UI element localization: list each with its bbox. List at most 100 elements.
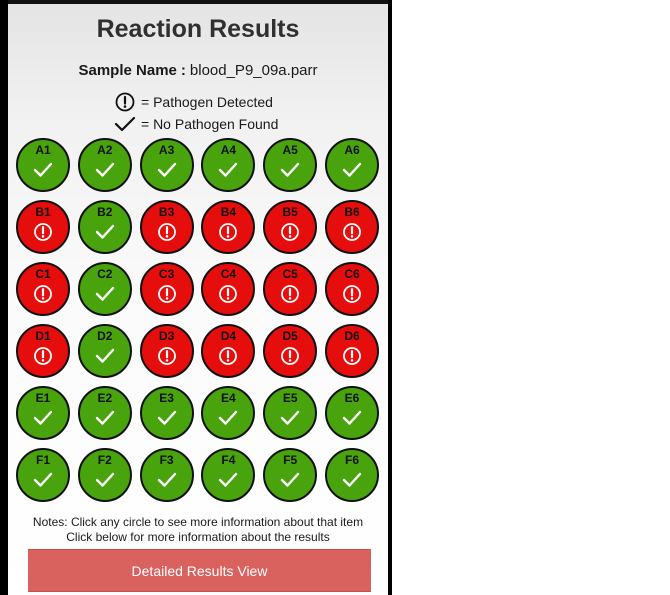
- well-f3[interactable]: F3: [139, 448, 194, 502]
- alert-circle-icon: [219, 223, 238, 241]
- legend-clear-row: = No Pathogen Found: [113, 114, 278, 134]
- detailed-results-button[interactable]: Detailed Results View: [28, 549, 371, 592]
- well-label: A2: [97, 143, 113, 157]
- alert-circle-icon: [343, 347, 361, 365]
- legend-pathogen-text: = Pathogen Detected: [141, 94, 273, 110]
- well-label: E5: [282, 391, 298, 405]
- well-a3[interactable]: A3: [139, 138, 194, 192]
- well-c4[interactable]: C4: [201, 262, 256, 316]
- alert-circle-icon: [34, 347, 52, 365]
- well-label: D5: [282, 329, 298, 343]
- well-label: A4: [220, 143, 237, 157]
- well-a5[interactable]: A5: [263, 138, 318, 192]
- well-e1[interactable]: E1: [16, 386, 70, 440]
- well-e6[interactable]: E6: [325, 386, 379, 440]
- well-label: D2: [97, 329, 113, 343]
- well-e4[interactable]: E4: [201, 386, 256, 440]
- well-f1[interactable]: F1: [16, 448, 70, 502]
- well-a4[interactable]: A4: [201, 138, 256, 192]
- well-label: F5: [283, 453, 298, 467]
- sample-name-row: Sample Name: blood_P9_09a.parr: [8, 62, 388, 79]
- well-b1[interactable]: B1: [16, 200, 70, 254]
- checkmark-icon: [219, 472, 238, 487]
- checkmark-icon: [342, 472, 362, 487]
- well-label: E1: [35, 391, 51, 405]
- checkmark-icon: [219, 410, 238, 425]
- well-f4[interactable]: F4: [201, 448, 256, 502]
- checkmark-icon: [33, 162, 53, 177]
- checkmark-icon: [280, 472, 300, 487]
- well-grid: A1 A2 A3 A4 A5 A6 B1 B2 B3 B4 B5 B6 C1 C2 C3 C4 C5 C6 D1 D2…: [16, 138, 386, 510]
- well-b2[interactable]: B2: [77, 200, 132, 254]
- checkmark-icon: [342, 410, 362, 425]
- checkmark-icon: [157, 472, 176, 487]
- well-b5[interactable]: B5: [263, 200, 318, 254]
- well-label: E4: [221, 391, 236, 405]
- well-a1[interactable]: A1: [16, 138, 70, 192]
- alert-circle-icon: [157, 347, 176, 365]
- well-b4[interactable]: B4: [201, 200, 256, 254]
- results-screen: Reaction Results Sample Name: blood_P9_09…: [8, 4, 388, 595]
- sample-name-value: blood_P9_09a.parr: [189, 62, 318, 79]
- well-d1[interactable]: D1: [16, 324, 70, 378]
- well-f6[interactable]: F6: [325, 448, 379, 502]
- well-label: B5: [282, 205, 298, 219]
- well-d3[interactable]: D3: [139, 324, 194, 378]
- well-label: B3: [158, 205, 175, 219]
- well-label: B4: [220, 205, 237, 219]
- notes-text: Notes: Click any circle to see more info…: [8, 515, 388, 545]
- well-label: A6: [344, 143, 360, 157]
- well-c3[interactable]: C3: [139, 262, 194, 316]
- well-label: F4: [221, 453, 236, 467]
- well-label: F6: [344, 453, 359, 467]
- checkmark-icon: [95, 286, 114, 301]
- checkmark-icon: [157, 162, 176, 177]
- checkmark-icon: [219, 162, 238, 177]
- checkmark-icon: [113, 114, 137, 134]
- checkmark-icon: [95, 348, 114, 363]
- alert-circle-icon: [281, 223, 300, 241]
- alert-circle-icon: [281, 285, 300, 303]
- alert-circle-icon: [34, 285, 52, 303]
- well-e5[interactable]: E5: [263, 386, 318, 440]
- well-f2[interactable]: F2: [77, 448, 132, 502]
- alert-circle-icon: [113, 92, 137, 112]
- well-e2[interactable]: E2: [77, 386, 132, 440]
- well-label: C2: [97, 267, 113, 281]
- well-c6[interactable]: C6: [325, 262, 379, 316]
- well-label: C1: [35, 267, 51, 281]
- alert-circle-icon: [157, 285, 176, 303]
- checkmark-icon: [95, 224, 114, 239]
- checkmark-icon: [342, 162, 362, 177]
- well-label: B1: [35, 205, 51, 219]
- checkmark-icon: [280, 410, 300, 425]
- well-c1[interactable]: C1: [16, 262, 70, 316]
- well-d5[interactable]: D5: [263, 324, 318, 378]
- checkmark-icon: [95, 162, 114, 177]
- alert-circle-icon: [343, 223, 361, 241]
- well-c2[interactable]: C2: [77, 262, 132, 316]
- well-label: E6: [344, 391, 360, 405]
- well-a6[interactable]: A6: [325, 138, 379, 192]
- checkmark-icon: [33, 410, 53, 425]
- sample-name-label: Sample Name: [78, 62, 177, 79]
- well-d4[interactable]: D4: [201, 324, 256, 378]
- well-b3[interactable]: B3: [139, 200, 194, 254]
- well-label: E2: [97, 391, 113, 405]
- well-label: A3: [158, 143, 175, 157]
- well-d6[interactable]: D6: [325, 324, 379, 378]
- sample-name-separator: :: [180, 62, 186, 79]
- checkmark-icon: [157, 410, 176, 425]
- well-b6[interactable]: B6: [325, 200, 379, 254]
- well-label: A1: [35, 143, 51, 157]
- checkmark-icon: [280, 162, 300, 177]
- well-e3[interactable]: E3: [139, 386, 194, 440]
- well-a2[interactable]: A2: [77, 138, 132, 192]
- well-d2[interactable]: D2: [77, 324, 132, 378]
- well-label: F2: [97, 453, 112, 467]
- alert-circle-icon: [219, 285, 238, 303]
- checkmark-icon: [33, 472, 53, 487]
- well-f5[interactable]: F5: [263, 448, 318, 502]
- well-c5[interactable]: C5: [263, 262, 318, 316]
